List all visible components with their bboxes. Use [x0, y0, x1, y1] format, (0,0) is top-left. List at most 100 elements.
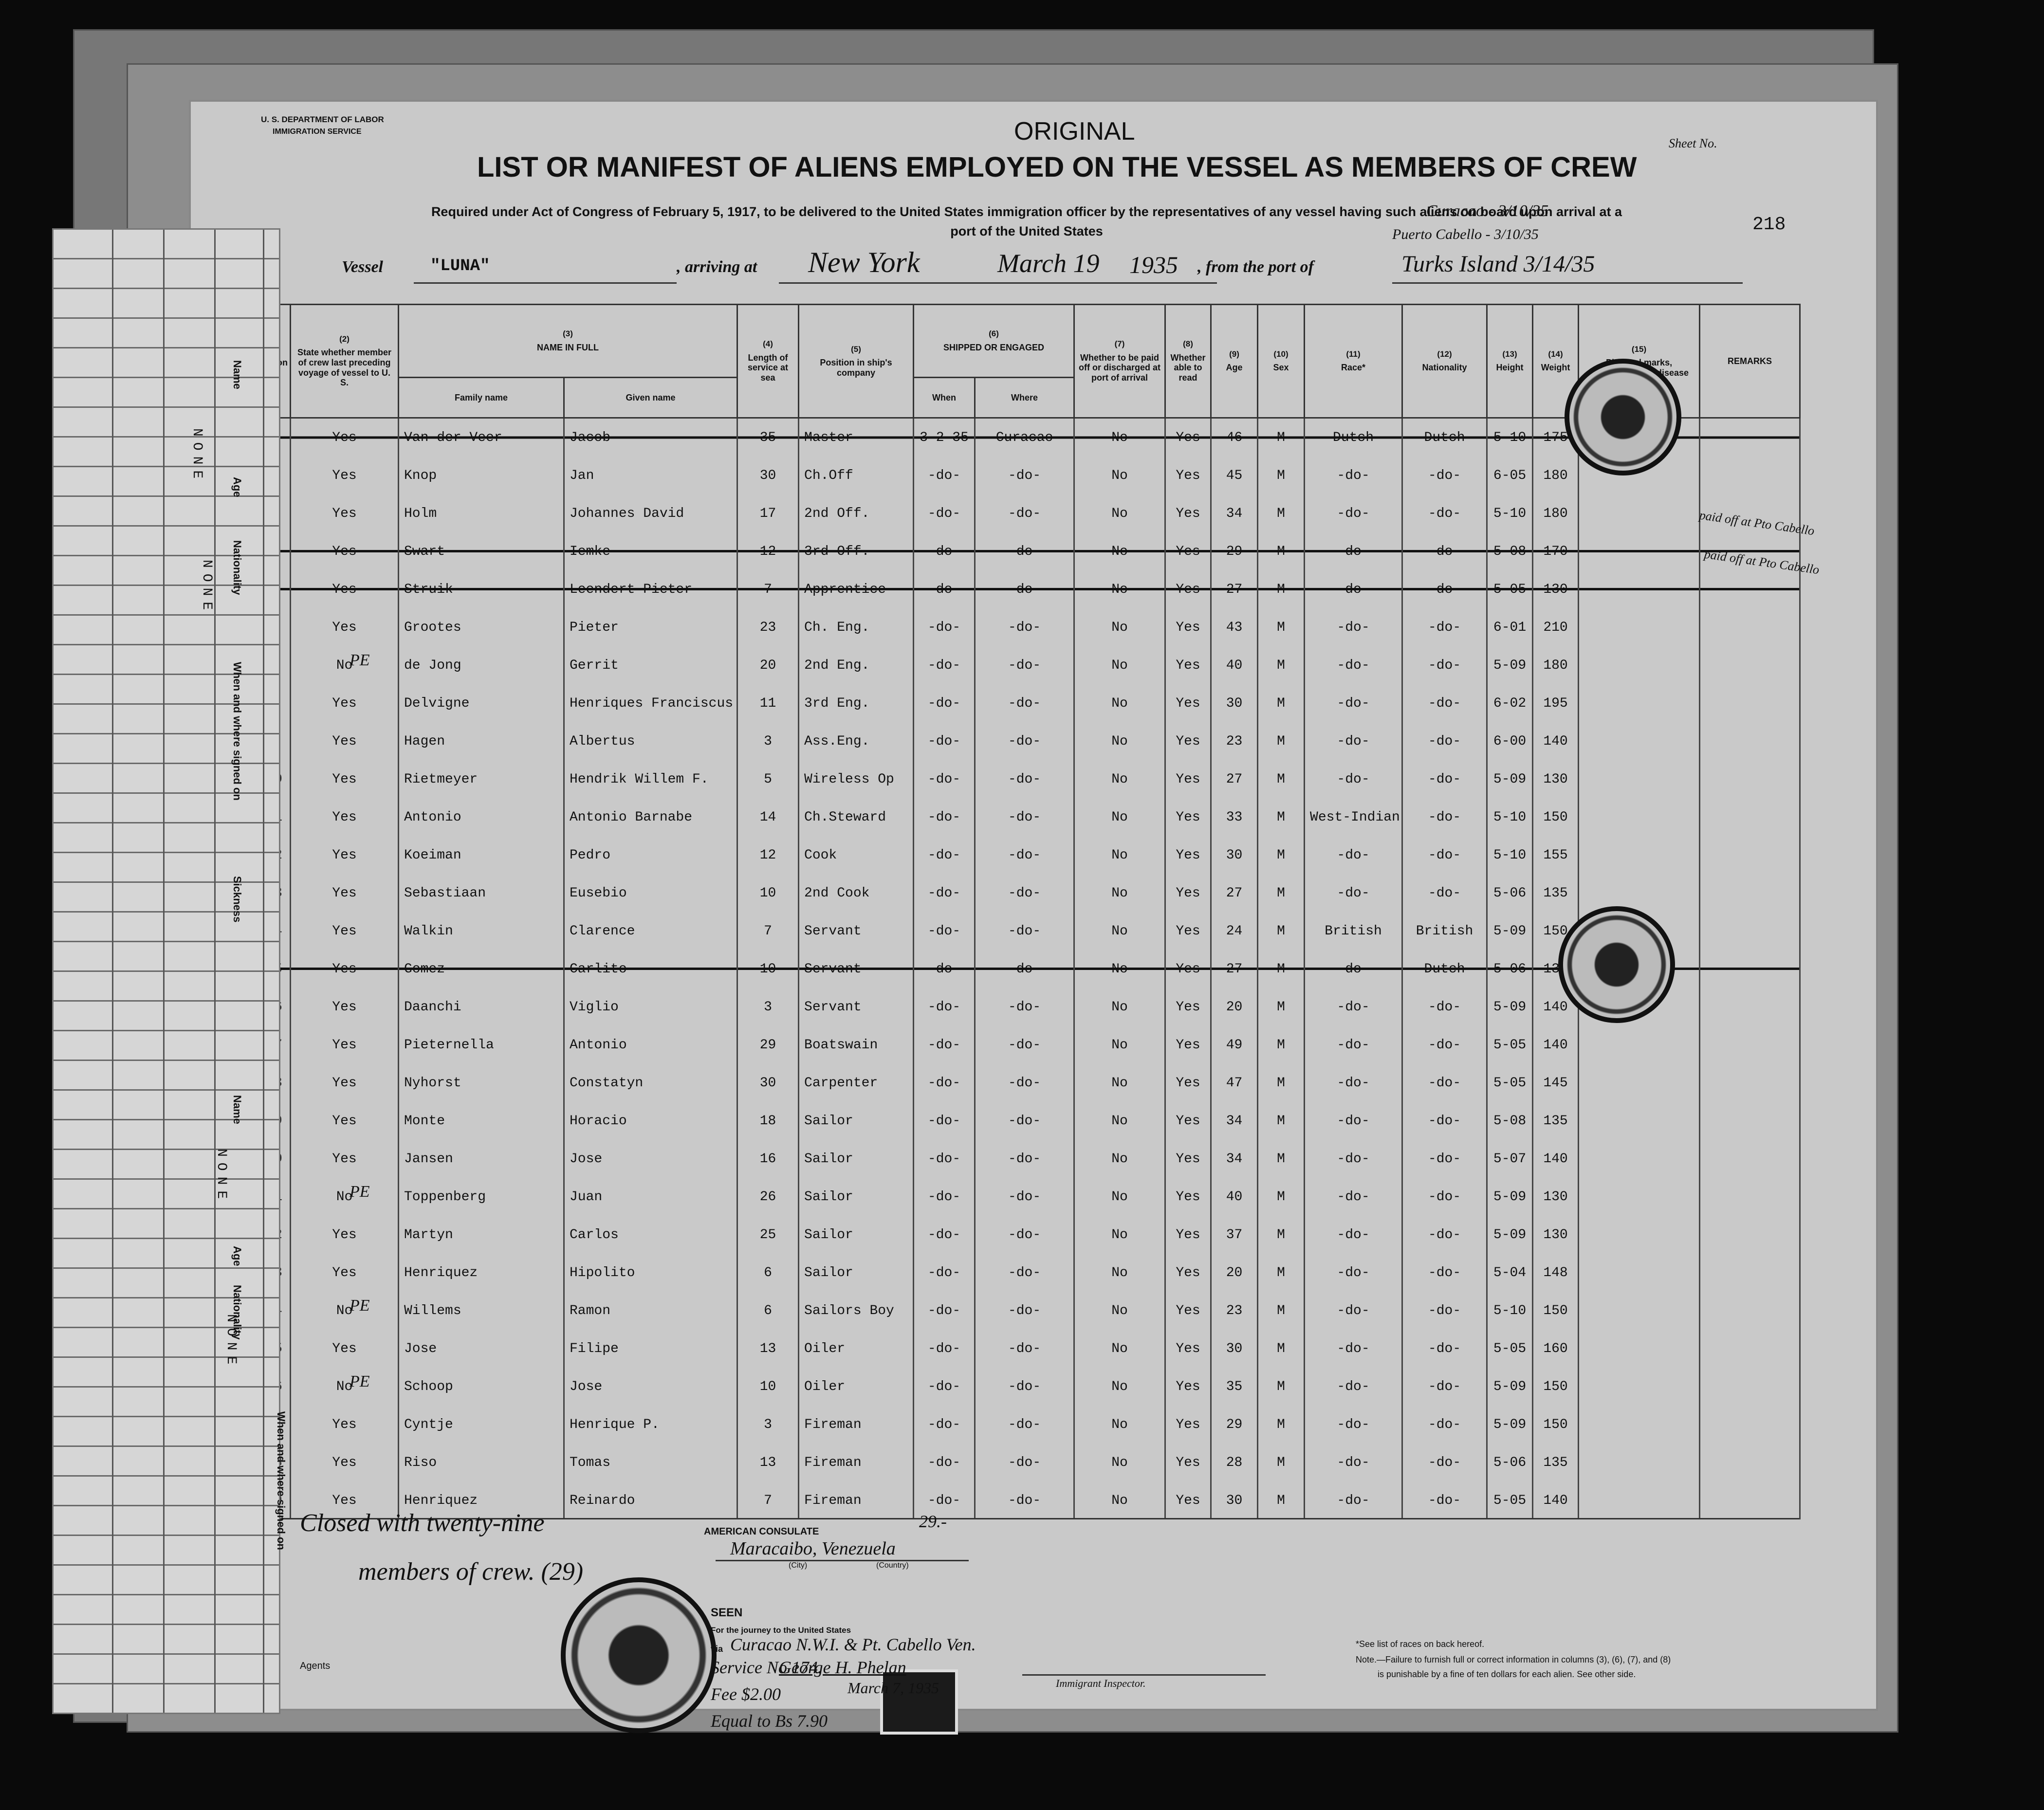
cell: 49: [1210, 1026, 1259, 1064]
crew-table: (1)No. on list(2)State whether member of…: [257, 304, 1801, 1519]
cell: -do-: [913, 1064, 976, 1102]
cell: 148: [1532, 1254, 1580, 1292]
cell: Monte: [398, 1102, 565, 1140]
cell: 40: [1210, 1178, 1259, 1216]
cell: 5-10: [1486, 494, 1534, 532]
cell: Walkin: [398, 912, 565, 950]
cell: Filipe: [563, 1330, 738, 1368]
cell: -do-: [1304, 760, 1403, 798]
cell: 5-09: [1486, 760, 1534, 798]
cell: 34: [1210, 1102, 1259, 1140]
cell: 3: [737, 722, 800, 760]
cell-physical-marks: [1578, 836, 1701, 874]
cell: -do-: [1304, 722, 1403, 760]
cell-physical-marks: [1578, 1102, 1701, 1140]
cell: Yes: [1164, 1064, 1212, 1102]
cell: 5: [737, 760, 800, 798]
cell: No: [1073, 1064, 1166, 1102]
cell: 5-09: [1486, 1406, 1534, 1444]
cell: -do-: [1401, 1178, 1488, 1216]
cell: -do-: [913, 1140, 976, 1178]
cell-physical-marks: [1578, 1330, 1701, 1368]
cell: 140: [1532, 988, 1580, 1026]
cell: 150: [1532, 1406, 1580, 1444]
cell: Fireman: [798, 1406, 915, 1444]
cell: British: [1304, 912, 1403, 950]
cell: 35: [1210, 1368, 1259, 1406]
cell: -do-: [974, 1330, 1075, 1368]
cell: Yes: [290, 684, 399, 722]
cell: Yes: [1164, 646, 1212, 684]
cell: M: [1257, 570, 1306, 608]
cell: M: [1257, 1216, 1306, 1254]
cell: 2nd Off.: [798, 494, 915, 532]
cell: -do-: [1401, 1102, 1488, 1140]
cell-remarks: [1699, 684, 1801, 722]
cell: -do-: [1401, 532, 1488, 570]
cell: 2nd Cook: [798, 874, 915, 912]
cell-physical-marks: [1578, 570, 1701, 608]
crew-row: 18YesNyhorstConstatyn30Carpenter-do--do-…: [257, 1064, 1801, 1102]
cell: 5-05: [1486, 570, 1534, 608]
cell: Dutch: [1304, 418, 1403, 457]
cell: -do-: [913, 1368, 976, 1406]
cell: Yes: [290, 1254, 399, 1292]
cell: Struik: [398, 570, 565, 608]
cell: No: [1073, 494, 1166, 532]
cell: Curacao: [974, 418, 1075, 457]
cell: British: [1401, 912, 1488, 950]
crew-row: 19YesMonteHoracio18Sailor-do--do-NoYes34…: [257, 1102, 1801, 1140]
cell: -do-: [1304, 1292, 1403, 1330]
crew-row: 27YesCyntjeHenrique P.3Fireman-do--do-No…: [257, 1406, 1801, 1444]
cell: 13: [737, 1444, 800, 1481]
cell: M: [1257, 494, 1306, 532]
consulate-number: 29.-: [919, 1512, 947, 1531]
cell: Yes: [290, 798, 399, 836]
cell: -do-: [1304, 1064, 1403, 1102]
cell-remarks: [1699, 836, 1801, 874]
cell: -do-: [974, 457, 1075, 494]
immigration-stamp: [1558, 906, 1675, 1023]
cell: -do-: [1401, 1444, 1488, 1481]
cell: Boatswain: [798, 1026, 915, 1064]
cell: Ch. Eng.: [798, 608, 915, 646]
cell: No: [1073, 836, 1166, 874]
crew-row: 11YesAntonioAntonio Barnabe14Ch.Steward-…: [257, 798, 1801, 836]
cell: 6: [737, 1292, 800, 1330]
closing-note: members of crew. (29): [358, 1558, 584, 1586]
cell-physical-marks: [1578, 1026, 1701, 1064]
column-number: (2): [339, 334, 350, 344]
cell: 150: [1532, 1292, 1580, 1330]
cell: 5-05: [1486, 1481, 1534, 1519]
cell: 7: [737, 1481, 800, 1519]
prior-port: Puerto Cabello - 3/10/35: [1392, 226, 1539, 242]
cell: Ch.Steward: [798, 798, 915, 836]
column-label: Whether to be paid off or discharged at …: [1079, 352, 1161, 383]
cell: No: [1073, 722, 1166, 760]
cell-remarks: [1699, 457, 1801, 494]
cell: Henrique P.: [563, 1406, 738, 1444]
cell: -do-: [913, 1216, 976, 1254]
cell: M: [1257, 988, 1306, 1026]
cell: No: [1073, 950, 1166, 988]
cell-remarks: [1699, 570, 1801, 608]
crew-row: 17YesPieternellaAntonio29Boatswain-do--d…: [257, 1026, 1801, 1064]
cell: No: [1073, 1292, 1166, 1330]
cell: 5-05: [1486, 1330, 1534, 1368]
cell: -do-: [1304, 570, 1403, 608]
crew-row: 25YesJoseFilipe13Oiler-do--do-NoYes30M-d…: [257, 1330, 1801, 1368]
cell: -do-: [913, 684, 976, 722]
cell-remarks: [1699, 1064, 1801, 1102]
cell: Wireless Op: [798, 760, 915, 798]
column-number: (8): [1183, 339, 1193, 349]
cell: -do-: [1401, 1406, 1488, 1444]
cell: Yes: [1164, 532, 1212, 570]
cell-remarks: [1699, 418, 1801, 457]
cell: No: [1073, 1026, 1166, 1064]
cell: -do-: [1401, 684, 1488, 722]
column-header: (9) Age: [1210, 304, 1259, 419]
cell-physical-marks: [1578, 608, 1701, 646]
cell: -do-: [1304, 1406, 1403, 1444]
crew-row: 16YesDaanchiViglio3Servant-do--do-NoYes2…: [257, 988, 1801, 1026]
column-label: State whether member of crew last preced…: [297, 347, 392, 388]
